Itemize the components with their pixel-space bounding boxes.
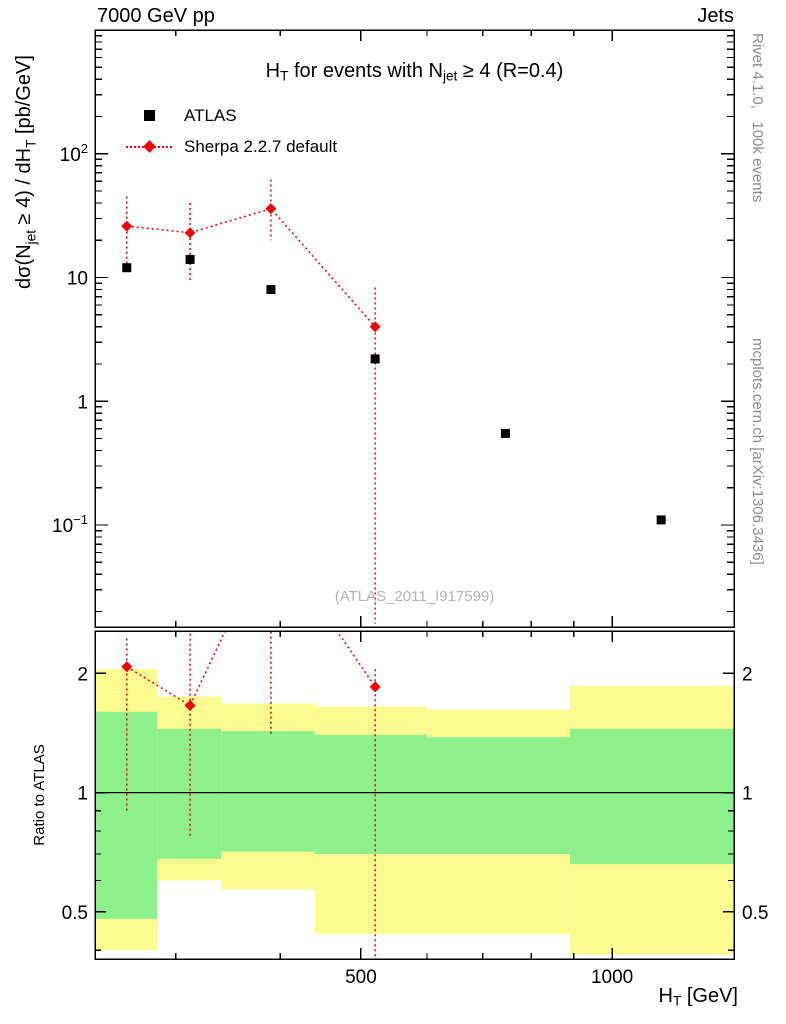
title-part: H xyxy=(265,60,281,82)
legend-label-sherpa: Sherpa 2.2.7 default xyxy=(184,136,338,156)
svg-text:2: 2 xyxy=(742,664,753,685)
mcplots-arxiv-note: mcplots.cern.ch [arXiv:1306.3436] xyxy=(749,338,766,565)
svg-text:1: 1 xyxy=(742,784,753,805)
title-part: for events with N xyxy=(288,60,443,82)
plot-title: HT for events with Njet ≥ 4 (R=0.4) xyxy=(95,60,734,83)
black-square-icon xyxy=(143,110,155,121)
xlabel-subscript: T xyxy=(672,993,682,1009)
x-ticks-main xyxy=(175,30,613,627)
analysis-group-label: Jets xyxy=(697,5,734,27)
svg-text:1000: 1000 xyxy=(591,967,633,988)
y-ticks-main xyxy=(95,34,734,613)
title-subscript: T xyxy=(280,68,289,84)
title-part: ≥ 4 (R=0.4) xyxy=(457,60,564,82)
x-axis-label: HT [GeV] xyxy=(95,985,738,1008)
svg-text:0.5: 0.5 xyxy=(62,903,88,924)
legend-item-sherpa: Sherpa 2.2.7 default xyxy=(126,131,337,162)
sherpa-ratio-series xyxy=(121,631,381,959)
main-frame xyxy=(94,29,735,628)
atlas-series xyxy=(122,254,666,525)
legend-item-atlas: ATLAS xyxy=(126,100,337,131)
svg-text:0.5: 0.5 xyxy=(742,903,768,924)
svg-text:10−1: 10−1 xyxy=(52,512,88,537)
ylabel-part: ≥ 4) / dH xyxy=(13,147,35,230)
svg-text:1: 1 xyxy=(77,392,88,413)
analysis-id-watermark: (ATLAS_2011_I917599) xyxy=(334,588,495,605)
svg-text:10: 10 xyxy=(67,269,88,290)
legend: ATLAS Sherpa 2.2.7 default xyxy=(126,100,337,162)
sherpa-series xyxy=(121,179,381,624)
ratio-frame xyxy=(94,630,735,960)
title-subscript: jet xyxy=(442,68,458,84)
xlabel-part: [GeV] xyxy=(681,985,738,1007)
svg-text:102: 102 xyxy=(60,141,88,166)
svg-text:1: 1 xyxy=(77,784,88,805)
xlabel-part: H xyxy=(658,985,673,1007)
y-ticks-ratio xyxy=(95,672,734,951)
sherpa-marker xyxy=(126,139,172,155)
rivet-version-note: Rivet 4.1.0, 100k events xyxy=(749,33,766,203)
ylabel-subscript: jet xyxy=(23,230,39,245)
ylabel-subscript: T xyxy=(23,139,39,148)
beam-energy-label: 7000 GeV pp xyxy=(97,5,215,27)
ylabel-part: dσ(N xyxy=(13,244,35,289)
legend-label-atlas: ATLAS xyxy=(184,105,237,125)
y-axis-label-main: dσ(Njet ≥ 4) / dHT [pb/GeV] xyxy=(12,22,39,322)
y-axis-label-ratio: Ratio to ATLAS xyxy=(31,744,48,846)
red-diamond-icon xyxy=(142,140,156,153)
svg-text:2: 2 xyxy=(77,664,88,685)
svg-text:500: 500 xyxy=(345,967,377,988)
x-ticks-ratio xyxy=(175,631,613,959)
ylabel-part: [pb/GeV] xyxy=(13,55,35,140)
atlas-marker xyxy=(126,108,172,124)
tick-labels: 102 10 1 10−1 2 2 1 1 0.5 0.5 500 1000 xyxy=(52,141,768,988)
ratio-band-inner xyxy=(95,711,734,919)
